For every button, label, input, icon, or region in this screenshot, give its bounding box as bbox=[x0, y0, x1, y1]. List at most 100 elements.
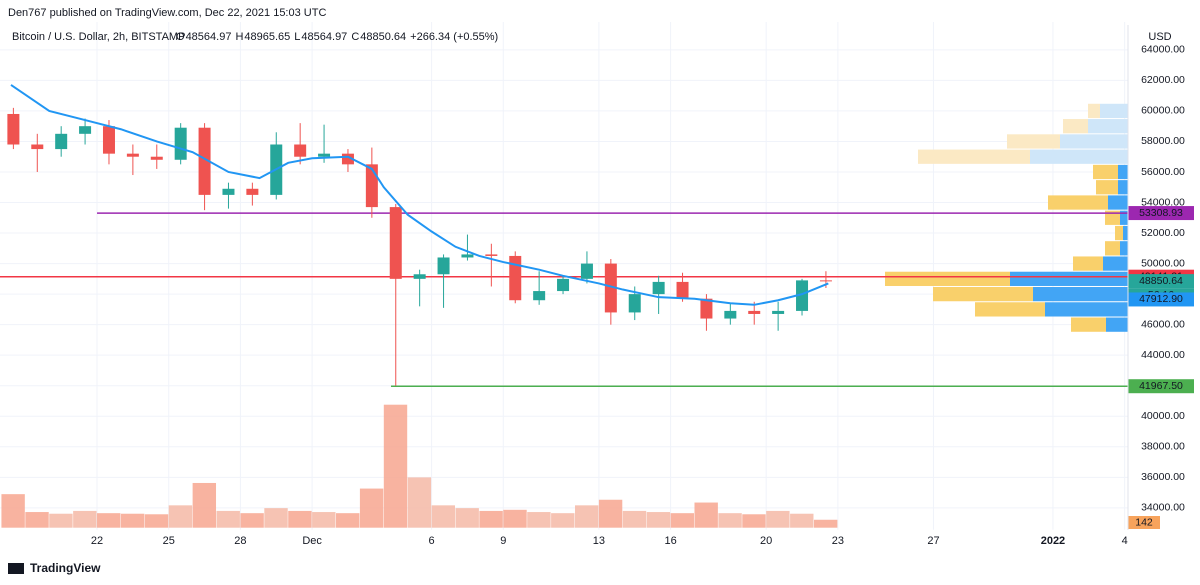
volume-bar bbox=[431, 505, 456, 528]
x-tick-label: 23 bbox=[832, 535, 844, 547]
volume-bar bbox=[694, 502, 718, 528]
candle-body bbox=[365, 164, 378, 208]
volume-bar bbox=[551, 513, 575, 528]
y-tick-label: 60000.00 bbox=[1141, 105, 1185, 117]
change: +266.34 (+0.55%) bbox=[410, 31, 498, 43]
moving-average bbox=[10, 84, 829, 306]
volume-bar bbox=[766, 510, 790, 528]
candle-body bbox=[557, 278, 570, 292]
level-tag bbox=[1128, 206, 1194, 221]
candle-body bbox=[174, 127, 187, 160]
candle-body bbox=[246, 188, 259, 195]
profile-up bbox=[1030, 149, 1128, 164]
candle-body bbox=[222, 188, 235, 195]
candle-body bbox=[748, 310, 761, 314]
volume-bar bbox=[1, 494, 25, 528]
ohlc-value: 48564.97 bbox=[301, 31, 347, 43]
candle-body bbox=[437, 257, 450, 275]
ohlc-value: 48564.97 bbox=[186, 31, 232, 43]
ohlc-key: C bbox=[351, 31, 359, 43]
volume-bar bbox=[455, 508, 479, 528]
candle-body bbox=[389, 207, 402, 279]
profile-down bbox=[975, 302, 1045, 317]
candle-body bbox=[580, 263, 593, 279]
profile-down bbox=[1096, 180, 1118, 195]
x-tick-label: 27 bbox=[927, 535, 939, 547]
volume-bar bbox=[813, 519, 838, 528]
profile-down bbox=[1063, 119, 1088, 134]
volume-bar bbox=[359, 488, 384, 528]
candle-body bbox=[79, 126, 92, 134]
x-tick-label: 13 bbox=[593, 535, 605, 547]
y-tick-label: 64000.00 bbox=[1141, 44, 1185, 56]
brand-logo bbox=[8, 563, 24, 574]
volume-bar bbox=[192, 482, 217, 528]
x-tick-label: 4 bbox=[1122, 535, 1128, 547]
x-tick-label: Dec bbox=[302, 535, 322, 547]
x-tick-label: 20 bbox=[760, 535, 772, 547]
candle-body bbox=[796, 280, 809, 311]
volume-bar bbox=[25, 512, 49, 528]
volume-bar bbox=[168, 505, 193, 528]
candle-body bbox=[652, 281, 665, 295]
volume-bar bbox=[742, 514, 766, 528]
candle-body bbox=[628, 294, 641, 313]
ohlc-key: L bbox=[294, 31, 300, 43]
volume-bar bbox=[646, 512, 671, 528]
level-tag bbox=[1128, 379, 1194, 394]
y-tick-label: 40000.00 bbox=[1141, 410, 1185, 422]
candle-body bbox=[700, 298, 713, 319]
level-label: 41967.50 bbox=[1139, 380, 1183, 392]
volume-bar bbox=[407, 477, 432, 528]
ohlc-value: 48850.64 bbox=[360, 31, 406, 43]
ma-last-tag bbox=[1128, 292, 1194, 307]
profile-up bbox=[1045, 302, 1128, 317]
volume-bar bbox=[73, 510, 97, 528]
candle-body bbox=[413, 274, 426, 279]
profile-up bbox=[1100, 103, 1128, 119]
volume-bar bbox=[598, 499, 623, 528]
candle-body bbox=[294, 144, 307, 157]
candle-body bbox=[461, 254, 474, 258]
y-tick-label: 50000.00 bbox=[1141, 257, 1185, 269]
profile-up bbox=[1108, 195, 1128, 210]
profile-up bbox=[1088, 119, 1128, 134]
candle-body bbox=[198, 127, 211, 195]
profile-up bbox=[1010, 271, 1128, 286]
profile-down bbox=[1115, 225, 1123, 241]
profile-down bbox=[1093, 164, 1118, 180]
candle-body bbox=[318, 153, 331, 157]
volume-bar bbox=[49, 513, 73, 528]
volume-bar bbox=[240, 513, 264, 528]
x-tick-label: 25 bbox=[163, 535, 175, 547]
currency: USD bbox=[1148, 31, 1171, 43]
level-label: 53308.93 bbox=[1139, 207, 1183, 219]
profile-up bbox=[1106, 317, 1128, 332]
symbol: Bitcoin / U.S. Dollar, 2h, BITSTAMP bbox=[12, 31, 185, 43]
ohlc-key: H bbox=[235, 31, 243, 43]
profile-down bbox=[1073, 256, 1103, 271]
candle-body bbox=[55, 133, 68, 150]
y-tick-label: 52000.00 bbox=[1141, 227, 1185, 239]
profile-up bbox=[1033, 286, 1128, 302]
candle-body bbox=[604, 263, 617, 313]
x-tick-label: 2022 bbox=[1041, 535, 1065, 547]
volume-bar bbox=[574, 505, 599, 528]
y-tick-label: 36000.00 bbox=[1141, 471, 1185, 483]
profile-up bbox=[1118, 180, 1128, 195]
y-tick-label: 38000.00 bbox=[1141, 441, 1185, 453]
volume-bar bbox=[312, 512, 336, 528]
ohlc-key: O bbox=[176, 31, 185, 43]
volume-bar bbox=[264, 508, 288, 528]
volume-bar bbox=[479, 510, 503, 528]
volume-bar bbox=[670, 513, 694, 528]
candle-body bbox=[772, 310, 785, 314]
volume-bar bbox=[288, 510, 312, 528]
profile-down bbox=[1088, 103, 1100, 119]
volume-tag bbox=[1128, 516, 1160, 529]
y-tick-label: 54000.00 bbox=[1141, 196, 1185, 208]
profile-up bbox=[1103, 256, 1128, 271]
profile-down bbox=[1071, 317, 1106, 332]
